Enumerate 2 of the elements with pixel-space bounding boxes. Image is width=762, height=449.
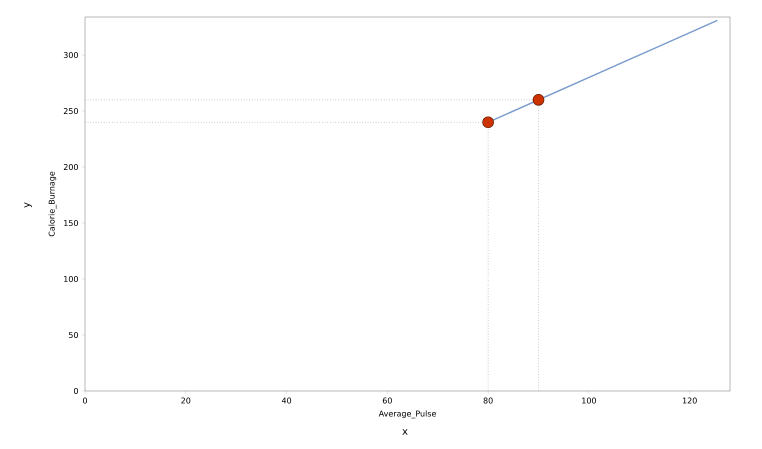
text: x [402,429,408,435]
text: y [24,202,32,208]
